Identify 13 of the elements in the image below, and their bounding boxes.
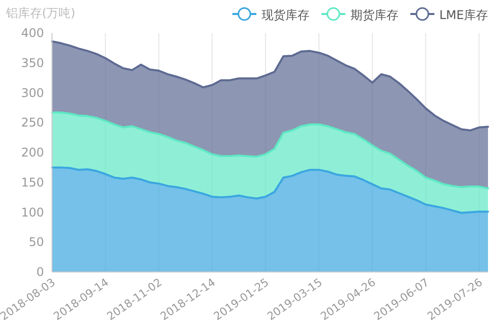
y-tick-label: 400 <box>21 26 44 40</box>
y-tick-label: 0 <box>36 265 44 279</box>
y-tick-label: 350 <box>21 56 44 70</box>
legend-label: 现货库存 <box>261 8 310 22</box>
y-tick-label: 250 <box>21 116 44 130</box>
legend-label: LME库存 <box>439 8 488 22</box>
y-tick-label: 100 <box>21 205 44 220</box>
y-tick-label: 200 <box>21 146 44 160</box>
y-tick-label: 150 <box>21 175 44 190</box>
y-tick-label: 50 <box>28 235 44 250</box>
y-axis-title: 铝库存(万吨) <box>5 6 76 20</box>
legend-label: 期货库存 <box>350 8 398 22</box>
y-tick-label: 300 <box>21 86 44 100</box>
